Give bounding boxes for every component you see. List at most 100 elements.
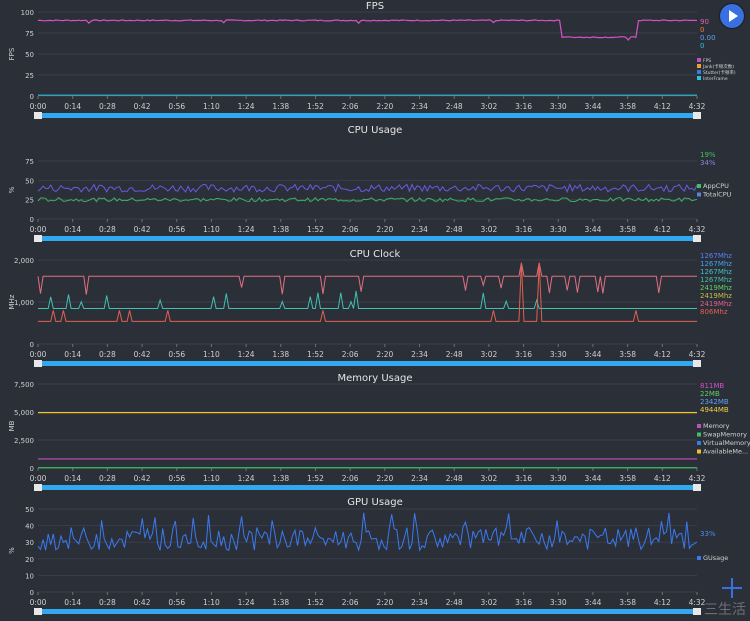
y-tick-label: 100: [21, 9, 34, 17]
legend-label: Jank(卡顿次数): [702, 63, 734, 70]
scrollbar-handle-left[interactable]: [34, 484, 42, 491]
series-clock-mid-core-line: [38, 290, 697, 309]
y-tick-label: 25: [25, 72, 34, 80]
x-tick-label: 2:06: [342, 598, 359, 607]
chart-svg: 50 40 30 20 10 0% 0:00 0:14 0:28 0:42 0:56 1:10 1:24…: [8, 506, 728, 615]
time-scrollbar[interactable]: [36, 485, 699, 490]
x-tick-label: 0:00: [30, 102, 47, 111]
x-tick-label: 4:32: [689, 474, 706, 483]
x-tick-label: 3:58: [619, 350, 636, 359]
current-value: 0.00: [700, 34, 716, 42]
x-tick-label: 3:02: [480, 102, 497, 111]
y-tick-label: 75: [25, 158, 34, 166]
time-scrollbar[interactable]: [36, 236, 699, 241]
x-tick-label: 2:48: [446, 598, 463, 607]
x-tick-label: 2:06: [342, 102, 359, 111]
legend-label: Stutter(卡顿率): [703, 69, 736, 76]
x-tick-label: 1:52: [307, 598, 324, 607]
current-value: 90: [700, 18, 709, 26]
y-tick-label: 0: [30, 216, 34, 224]
series-gusage-line: [37, 512, 698, 552]
x-tick-label: 3:44: [585, 225, 602, 234]
x-tick-label: 4:12: [654, 598, 671, 607]
scrollbar-handle-right[interactable]: [693, 608, 701, 615]
x-tick-label: 3:44: [585, 350, 602, 359]
x-tick-label: 1:38: [272, 225, 289, 234]
legend-swatch: [697, 70, 701, 74]
legend-swatch: [697, 64, 701, 68]
scrollbar-handle-right[interactable]: [693, 484, 701, 491]
y-tick-label: 30: [25, 539, 34, 547]
x-tick-label: 0:00: [30, 225, 47, 234]
current-value: 2419Mhz: [700, 284, 732, 292]
y-axis-label: MHz: [8, 294, 16, 309]
current-value: 811MB: [700, 382, 724, 390]
x-tick-label: 0:14: [64, 102, 81, 111]
y-tick-label: 0: [30, 341, 34, 349]
time-scrollbar[interactable]: [36, 361, 699, 366]
y-axis-label: MB: [8, 420, 16, 431]
x-tick-label: 0:14: [64, 474, 81, 483]
x-tick-label: 0:56: [168, 225, 185, 234]
x-tick-label: 3:30: [550, 225, 567, 234]
y-axis-label: %: [8, 547, 16, 554]
y-tick-label: 40: [25, 523, 34, 531]
x-tick-label: 3:02: [480, 225, 497, 234]
y-tick-label: 50: [25, 506, 34, 514]
x-tick-label: 1:10: [203, 102, 220, 111]
y-tick-label: 5,000: [14, 409, 34, 417]
panel-memory: Memory Usage 7,500 5,000 2,500 0 MB 0:00 0:14 0:…: [0, 372, 750, 496]
series-fps-line: [37, 19, 698, 41]
series-totalcpu-line: [37, 182, 698, 194]
current-value: 34%: [700, 159, 716, 167]
panel-title: FPS: [365, 1, 385, 12]
y-tick-label: 50: [25, 51, 34, 59]
x-tick-label: 3:16: [515, 225, 532, 234]
scrollbar-handle-left[interactable]: [34, 608, 42, 615]
x-tick-label: 3:58: [619, 102, 636, 111]
time-scrollbar[interactable]: [36, 609, 699, 614]
chart-svg: 2,000 1,000 0 MHz 0:00 0:14 0:28 0:42 0:56 1:10 1:…: [8, 252, 732, 367]
panel-gpu: GPU Usage 50 40 30 20 10 0% 0:00 0:14 0:28 0:42 0:5…: [0, 496, 750, 620]
x-tick-label: 0:14: [64, 225, 81, 234]
x-tick-label: 4:12: [654, 474, 671, 483]
scrollbar-handle-right[interactable]: [693, 112, 701, 119]
x-tick-label: 0:56: [168, 474, 185, 483]
x-tick-label: 2:06: [342, 350, 359, 359]
panel-fps: FPS 100 75 50 25 0 FPS 0:00 0:14 0:28 0:42 0:56 1:10…: [0, 0, 750, 124]
y-tick-label: 0: [30, 93, 34, 101]
scrollbar-handle-right[interactable]: [693, 235, 701, 242]
legend-swatch: [697, 58, 701, 62]
time-scrollbar[interactable]: [36, 113, 699, 118]
x-tick-label: 4:32: [689, 225, 706, 234]
x-tick-label: 3:16: [515, 598, 532, 607]
legend-swatch: [697, 76, 701, 80]
x-tick-label: 2:34: [411, 350, 428, 359]
plus-icon[interactable]: [722, 578, 742, 598]
x-tick-label: 0:14: [64, 598, 81, 607]
scrollbar-handle-left[interactable]: [34, 235, 42, 242]
x-tick-label: 2:34: [411, 102, 428, 111]
current-value: 4944MB: [700, 406, 729, 414]
legend-label: InterFrame: [703, 76, 728, 82]
x-tick-label: 0:00: [30, 350, 47, 359]
scrollbar-handle-left[interactable]: [34, 360, 42, 367]
panel-cpu: CPU Usage 75 50 25 0% 0:00 0:14 0:28 0:42 0:56 1:1…: [0, 124, 750, 248]
x-tick-label: 3:58: [619, 598, 636, 607]
scrollbar-handle-right[interactable]: [693, 360, 701, 367]
x-tick-label: 4:12: [654, 102, 671, 111]
x-tick-label: 3:16: [515, 350, 532, 359]
play-icon[interactable]: [720, 4, 744, 28]
panel-title: Memory Usage: [337, 373, 413, 384]
x-tick-label: 0:14: [64, 350, 81, 359]
legend-label: AppCPU: [703, 182, 729, 190]
x-tick-label: 2:48: [446, 474, 463, 483]
x-tick-label: 3:02: [480, 474, 497, 483]
x-tick-label: 2:34: [411, 474, 428, 483]
scrollbar-handle-left[interactable]: [34, 112, 42, 119]
x-tick-label: 4:32: [689, 102, 706, 111]
x-tick-label: 0:56: [168, 598, 185, 607]
x-tick-label: 0:00: [30, 474, 47, 483]
legend-swatch: [697, 432, 701, 437]
x-tick-label: 3:16: [515, 102, 532, 111]
